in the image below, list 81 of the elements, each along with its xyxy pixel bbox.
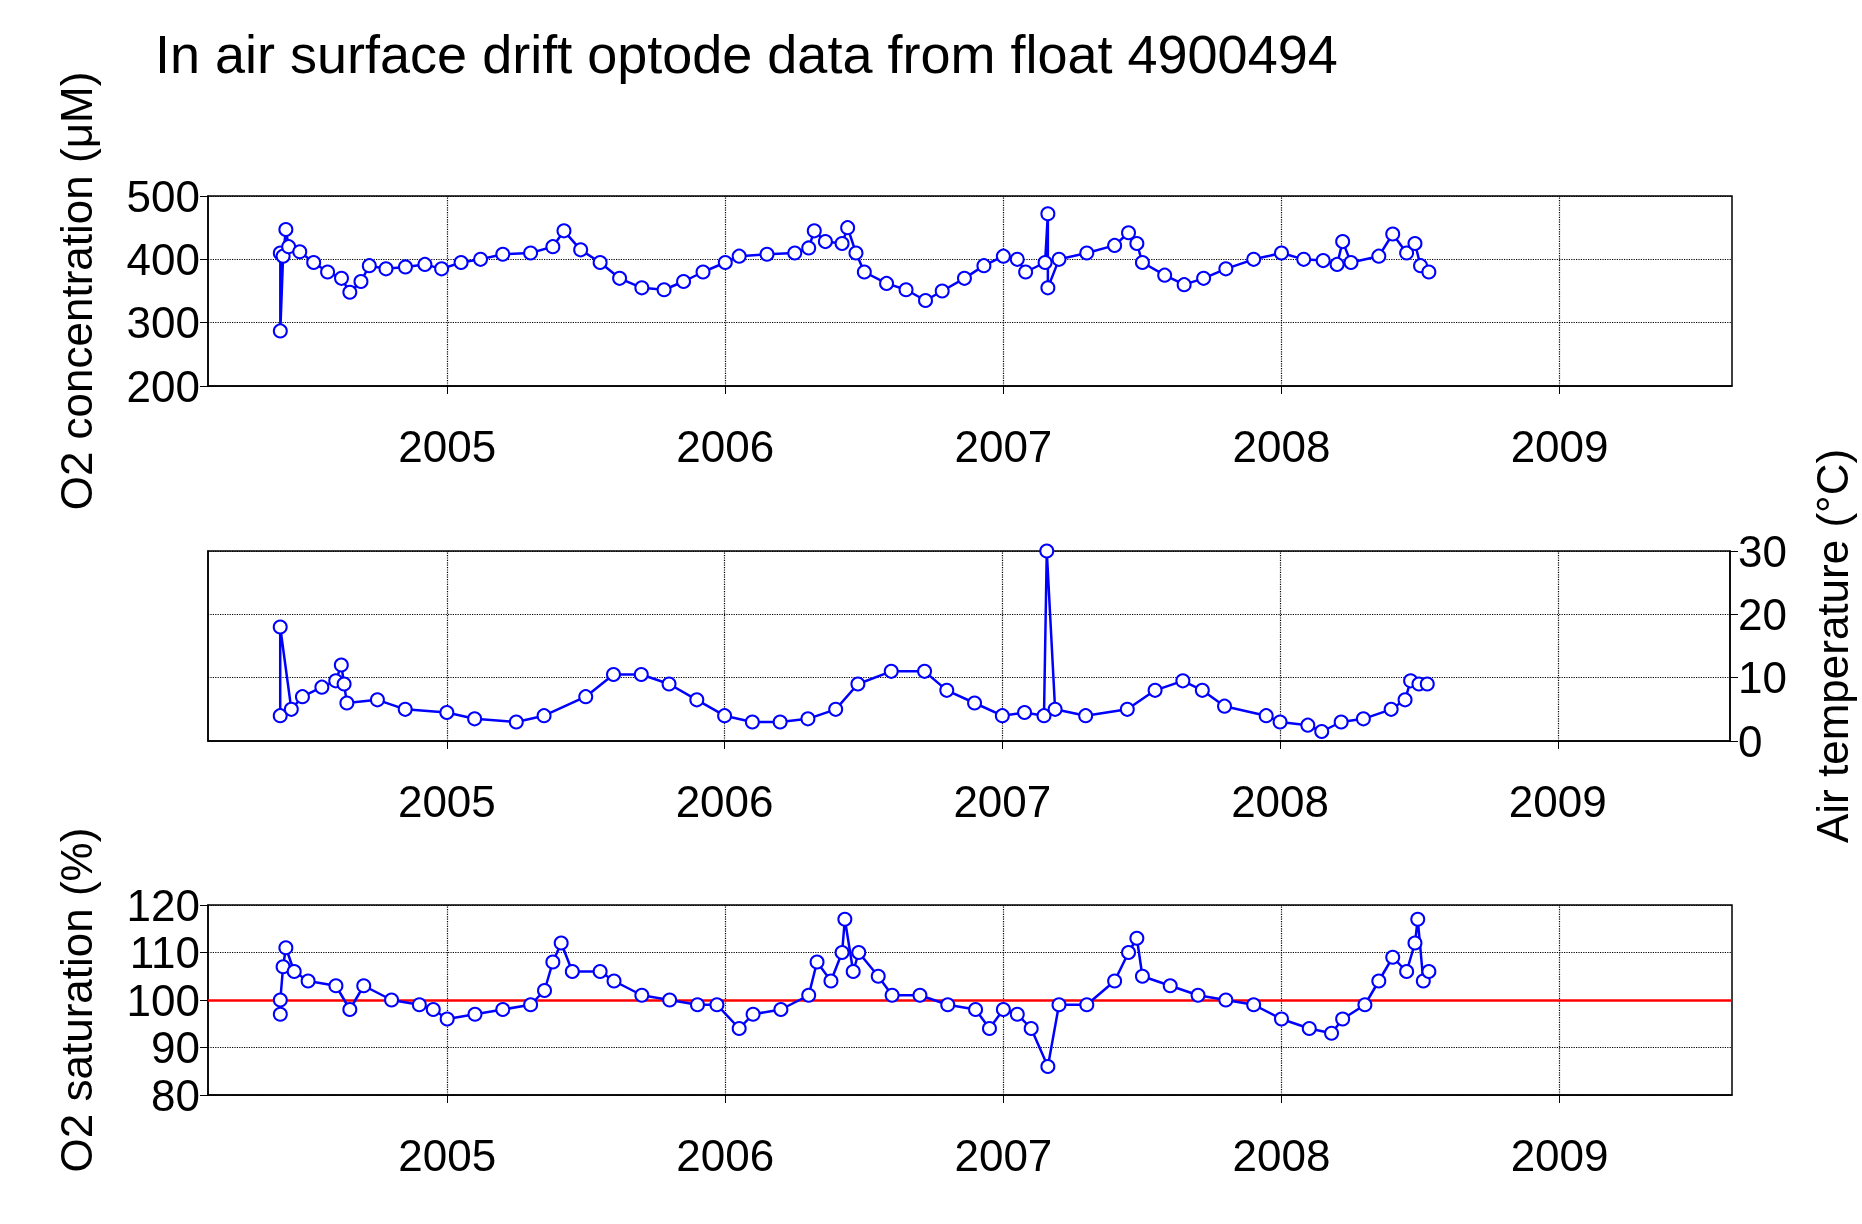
point bbox=[578, 689, 594, 705]
point bbox=[939, 682, 955, 698]
y-axis-title: O2 saturation (%) bbox=[51, 827, 101, 1173]
y-tick-label: 100 bbox=[126, 975, 200, 1025]
point bbox=[772, 714, 788, 730]
x-tick-label: 2008 bbox=[1231, 776, 1330, 826]
point bbox=[800, 711, 816, 727]
point bbox=[1147, 682, 1163, 698]
x-tick-label: 2009 bbox=[1510, 1130, 1609, 1180]
point bbox=[1300, 717, 1316, 733]
point bbox=[1397, 692, 1413, 708]
point bbox=[336, 676, 352, 692]
point bbox=[294, 689, 310, 705]
y2-axis-title: Air temperature (°C) bbox=[1807, 448, 1857, 844]
y-tick-label: 90 bbox=[151, 1023, 200, 1072]
x-tick-label: 2007 bbox=[954, 1130, 1053, 1180]
point bbox=[1175, 673, 1191, 689]
point bbox=[850, 676, 866, 692]
point bbox=[1039, 543, 1055, 559]
chart-title: In air surface drift optode data from float 4900494 bbox=[155, 24, 1338, 84]
point bbox=[917, 663, 933, 679]
point bbox=[994, 708, 1010, 724]
y-tick-label: 80 bbox=[151, 1070, 200, 1120]
x-tick-label: 2005 bbox=[397, 776, 496, 826]
point bbox=[1217, 698, 1233, 714]
y-tick-label: 400 bbox=[126, 234, 200, 284]
point bbox=[508, 714, 524, 730]
point bbox=[967, 695, 983, 711]
point bbox=[1258, 708, 1274, 724]
x-tick-label: 2006 bbox=[675, 776, 774, 826]
point bbox=[1119, 701, 1135, 717]
point bbox=[1419, 676, 1435, 692]
point bbox=[467, 711, 483, 727]
point bbox=[272, 708, 288, 724]
y-tick-label: 200 bbox=[126, 361, 200, 411]
point bbox=[283, 701, 299, 717]
y2-tick-label: 0 bbox=[1738, 716, 1763, 766]
x-tick-label: 2006 bbox=[676, 421, 775, 471]
point bbox=[606, 667, 621, 682]
point bbox=[1314, 724, 1330, 739]
point bbox=[883, 663, 899, 679]
x-tick-label: 2005 bbox=[398, 421, 497, 471]
point bbox=[339, 695, 355, 711]
point bbox=[1194, 682, 1210, 698]
point bbox=[536, 708, 552, 724]
point bbox=[1078, 708, 1094, 724]
x-tick-label: 2008 bbox=[1232, 421, 1331, 471]
point bbox=[717, 708, 733, 724]
point bbox=[828, 701, 844, 717]
x-tick-label: 2009 bbox=[1508, 776, 1607, 826]
point bbox=[1272, 714, 1288, 730]
point bbox=[397, 701, 413, 717]
point bbox=[272, 619, 288, 635]
point bbox=[1047, 701, 1063, 717]
point bbox=[439, 705, 455, 720]
point bbox=[314, 679, 330, 695]
point bbox=[1355, 711, 1371, 727]
point bbox=[661, 676, 677, 692]
point bbox=[689, 692, 705, 708]
point bbox=[369, 692, 385, 708]
point bbox=[1333, 714, 1349, 730]
x-tick-label: 2005 bbox=[398, 1130, 497, 1180]
y-tick-label: 120 bbox=[126, 880, 200, 930]
point bbox=[633, 667, 649, 682]
point bbox=[744, 714, 760, 730]
point bbox=[1017, 705, 1033, 720]
y-tick-label: 110 bbox=[129, 928, 200, 977]
x-tick-label: 2007 bbox=[953, 776, 1052, 826]
x-tick-label: 2007 bbox=[954, 421, 1053, 471]
x-tick-label: 2009 bbox=[1510, 421, 1609, 471]
y2-tick-label: 10 bbox=[1738, 653, 1787, 703]
y-axis-title: O2 concentration (μM) bbox=[51, 71, 101, 511]
y2-tick-label: 30 bbox=[1738, 526, 1787, 576]
x-tick-label: 2008 bbox=[1232, 1130, 1331, 1180]
y-tick-label: 300 bbox=[126, 298, 200, 348]
x-tick-label: 2006 bbox=[676, 1130, 775, 1180]
point bbox=[1036, 708, 1052, 724]
y2-tick-label: 20 bbox=[1738, 589, 1787, 639]
y-tick-label: 500 bbox=[126, 171, 200, 221]
point bbox=[1383, 701, 1399, 717]
point bbox=[333, 657, 349, 673]
